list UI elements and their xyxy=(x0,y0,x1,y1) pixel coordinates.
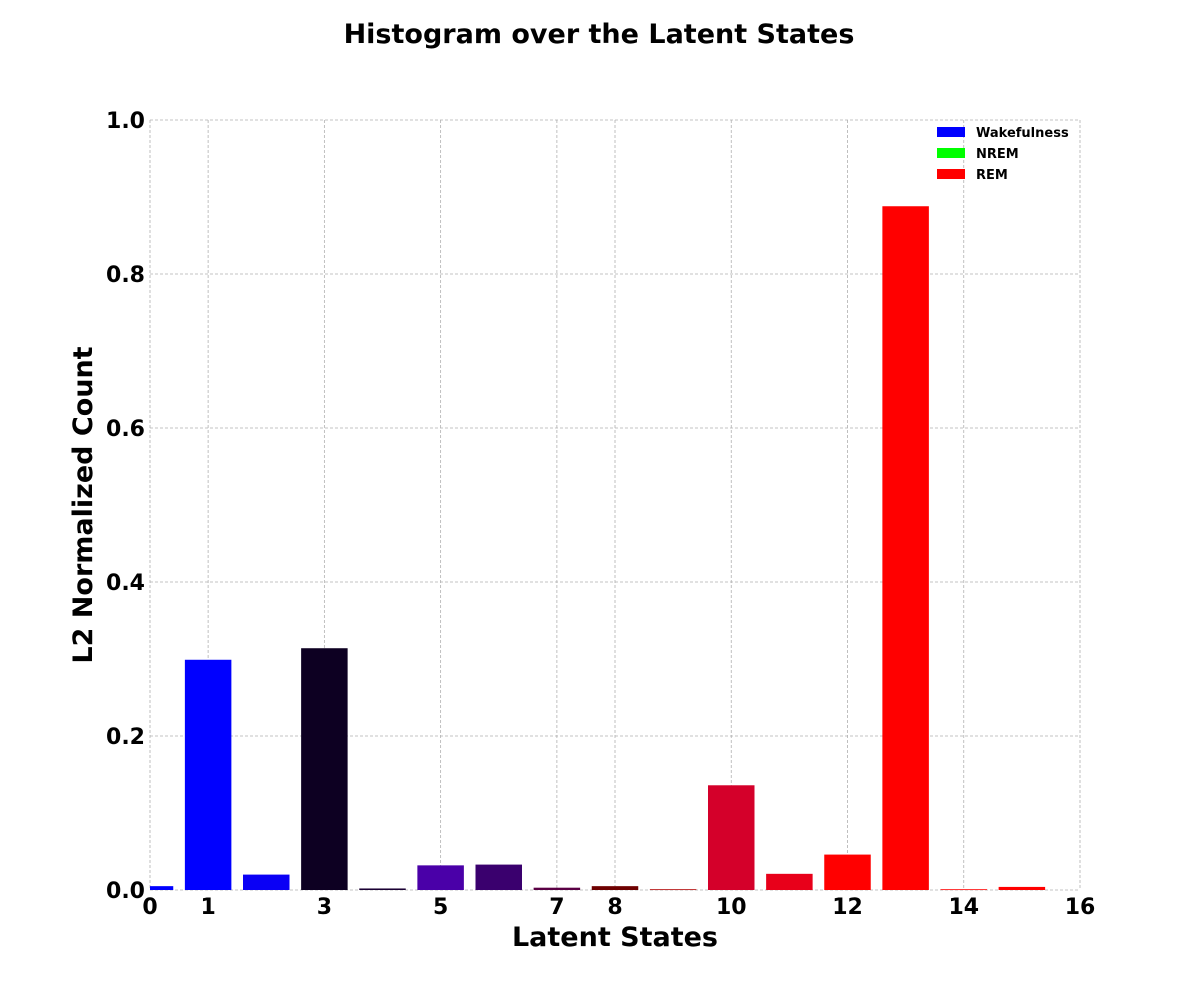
x-tick-label: 1 xyxy=(200,895,215,920)
legend-label: Wakefulness xyxy=(976,126,1069,141)
bar-state-14 xyxy=(940,889,987,891)
legend-swatch xyxy=(937,127,965,137)
x-tick-label: 16 xyxy=(1065,895,1096,920)
grid-lines xyxy=(149,119,1081,891)
legend-swatch xyxy=(937,148,965,158)
bar-state-0 xyxy=(150,886,174,890)
y-axis-label: L2 Normalized Count xyxy=(68,346,99,663)
y-tick-label: 0.8 xyxy=(106,263,145,288)
y-tick-label: 0.4 xyxy=(106,571,145,596)
legend: Wakefulness NREM REM xyxy=(937,126,1069,183)
bar-state-10 xyxy=(708,785,755,890)
bar-state-4 xyxy=(359,888,406,890)
legend-label: REM xyxy=(976,168,1008,183)
bars-group xyxy=(150,206,1046,891)
x-tick-label: 0 xyxy=(142,895,157,920)
x-tick-label: 8 xyxy=(607,895,622,920)
x-tick-label: 12 xyxy=(832,895,863,920)
bar-state-9 xyxy=(649,889,697,891)
bar-state-2 xyxy=(243,874,290,890)
y-tick-label: 0.0 xyxy=(106,879,145,904)
bar-state-12 xyxy=(824,854,871,890)
bar-state-5 xyxy=(417,865,464,890)
x-tick-label: 7 xyxy=(549,895,564,920)
y-tick-label: 0.6 xyxy=(106,417,145,442)
bar-state-3 xyxy=(301,648,348,890)
y-tick-label: 0.2 xyxy=(106,725,145,750)
bar-state-7 xyxy=(533,887,581,890)
x-tick-label: 3 xyxy=(317,895,332,920)
x-tick-label: 14 xyxy=(948,895,979,920)
x-axis-ticks: 0 1 3 5 7 8 10 12 14 16 xyxy=(142,895,1095,920)
bar-state-1 xyxy=(184,659,232,890)
bar-state-15 xyxy=(998,886,1046,890)
legend-label: NREM xyxy=(976,147,1019,162)
bar-state-11 xyxy=(766,873,813,890)
x-tick-label: 5 xyxy=(433,895,448,920)
y-axis-ticks: 0.0 0.2 0.4 0.6 0.8 1.0 xyxy=(106,109,145,904)
legend-swatch xyxy=(937,169,965,179)
x-tick-label: 10 xyxy=(716,895,747,920)
bar-state-6 xyxy=(475,864,522,890)
bar-state-8 xyxy=(591,886,639,890)
y-tick-label: 1.0 xyxy=(106,109,145,134)
x-axis-label: Latent States xyxy=(512,922,718,953)
bar-state-13 xyxy=(882,206,929,891)
chart-title: Histogram over the Latent States xyxy=(344,19,855,50)
